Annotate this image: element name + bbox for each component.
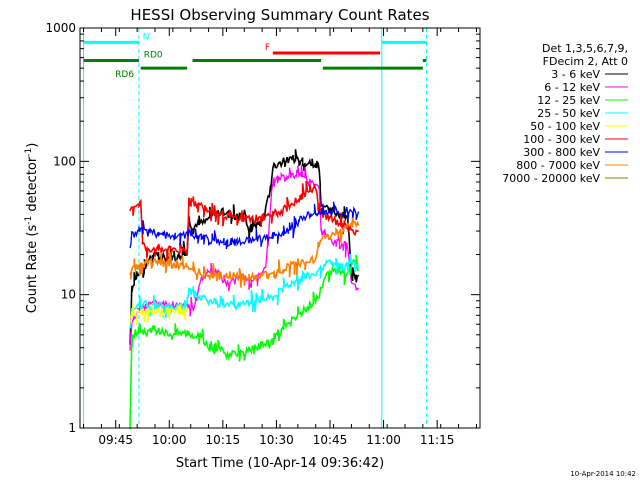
x-tick-label-3: 10:30 [259,433,294,447]
series-8 [129,217,360,288]
x-tick-label-4: 10:45 [313,433,348,447]
x-tick-label-2: 10:15 [206,433,241,447]
x-tick-label-1: 10:00 [152,433,187,447]
series-7 [129,201,360,250]
x-axis-label: Start Time (10-Apr-14 09:36:42) [176,456,384,471]
y-tick-label-2: 100 [53,154,76,168]
series-6 [129,180,359,262]
legend-label-5: 100 - 300 keV [523,133,600,146]
legend-label-3: 25 - 50 keV [537,107,600,120]
footer-timestamp: 10-Apr-2014 10:42 [570,470,636,478]
x-tick-label-0: 09:45 [98,433,133,447]
y-tick-label-1: 10 [61,288,76,302]
x-tick-label-6: 11:15 [420,433,455,447]
x-tick-label-5: 11:00 [366,433,401,447]
series-5 [129,303,188,325]
legend-label-2: 12 - 25 keV [537,94,600,107]
plot-frame [79,27,481,429]
flag-label-rd0: RD0 [144,51,163,61]
legend-label-1: 6 - 12 keV [544,81,600,94]
legend-label-6: 300 - 800 keV [523,146,600,159]
flag-label-rd6: RD6 [115,70,134,80]
legend-label-4: 50 - 100 keV [530,120,600,133]
chart-title: HESSI Observing Summary Count Rates [130,6,429,24]
flag-label-f: F [265,43,270,53]
legend-header-1: Det 1,3,5,6,7,9, [542,42,628,55]
series-3 [129,254,360,430]
y-axis-label: Count Rate (s-1 detector-1) [24,143,40,314]
series-1 [129,149,360,345]
y-tick-label-3: 1000 [45,21,76,35]
y-tick-label-0: 1 [68,421,76,435]
legend-label-7: 800 - 7000 keV [516,159,600,172]
legend-label-8: 7000 - 20000 keV [502,172,600,185]
flag-label-n: N [143,32,150,42]
legend-header-2: FDecim 2, Att 0 [543,55,628,68]
legend-label-0: 3 - 6 keV [551,68,600,81]
